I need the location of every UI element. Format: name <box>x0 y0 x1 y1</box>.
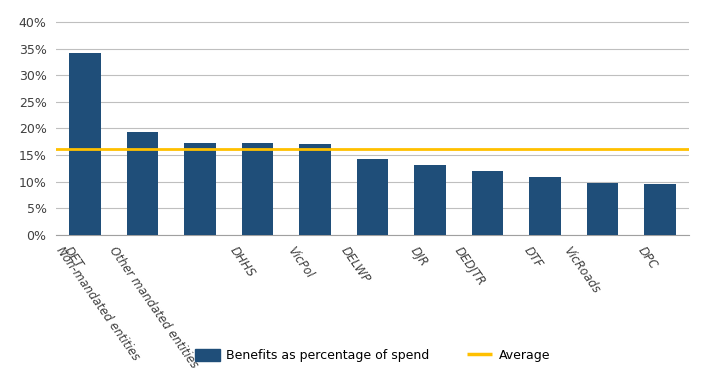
Bar <box>184 143 216 235</box>
Bar <box>69 53 101 235</box>
Bar <box>127 132 158 235</box>
Bar <box>414 165 446 235</box>
Bar <box>472 171 503 235</box>
Bar <box>587 183 619 235</box>
Bar <box>529 177 561 235</box>
Bar <box>356 159 388 235</box>
Bar <box>299 144 331 235</box>
Legend: Benefits as percentage of spend, Average: Benefits as percentage of spend, Average <box>191 345 555 367</box>
Bar <box>242 143 273 235</box>
Bar <box>645 185 676 235</box>
